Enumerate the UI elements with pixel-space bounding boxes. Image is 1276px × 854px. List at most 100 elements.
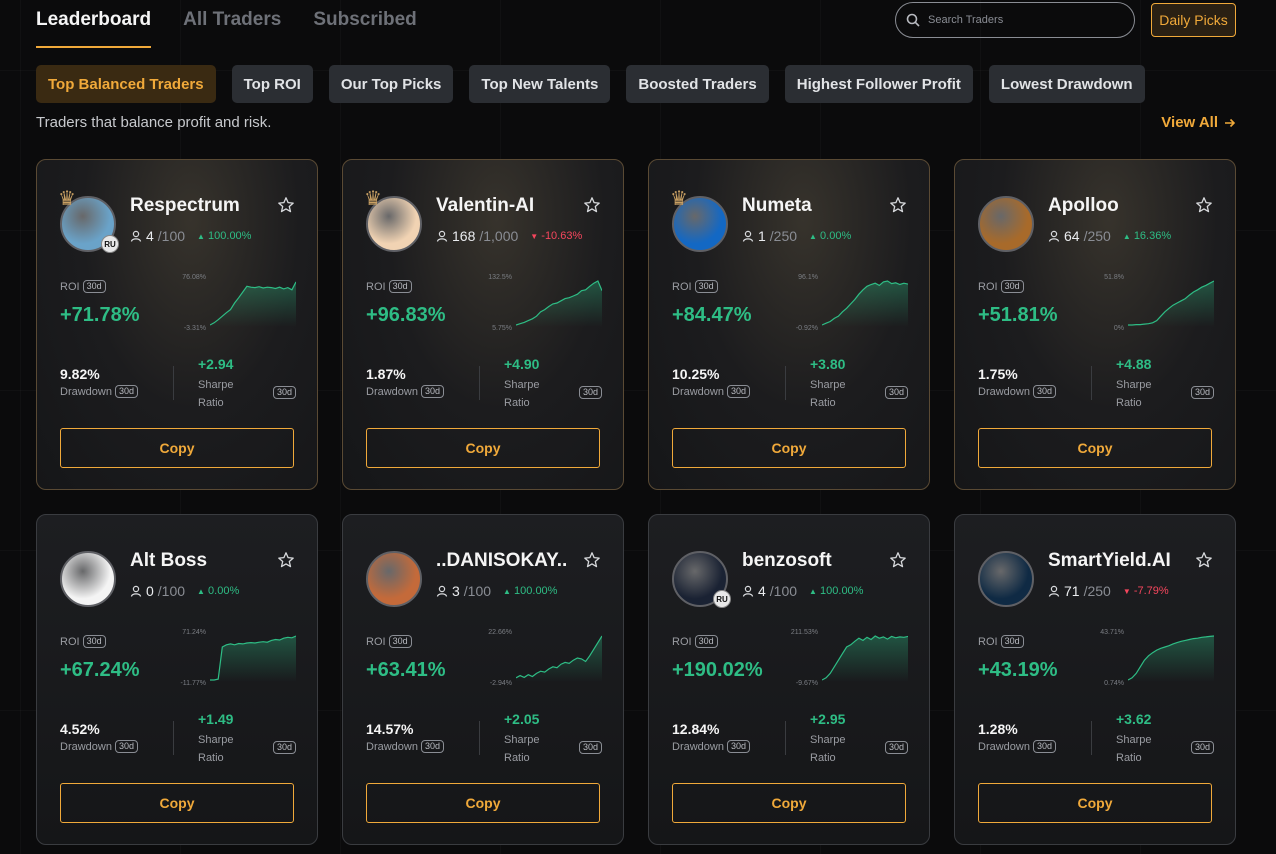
filter-highest-follower-profit[interactable]: Highest Follower Profit — [784, 65, 973, 103]
filter-boosted-traders[interactable]: Boosted Traders — [626, 65, 769, 103]
trader-name[interactable]: ..DANISOKAY.. — [436, 550, 568, 571]
filter-chips: Top Balanced Traders Top ROI Our Top Pic… — [36, 65, 1145, 103]
sharpe-label: Sharpe Ratio — [504, 379, 540, 409]
copy-button[interactable]: Copy — [672, 783, 906, 823]
star-icon[interactable] — [889, 196, 907, 214]
sparkline-area — [822, 281, 908, 327]
trader-card-2[interactable]: ♛ Numeta 1/250 ▲ 0.00% ROI 30d +84.47% 96… — [648, 159, 930, 490]
trader-card-1[interactable]: ♛ Valentin-AI 168/1,000 ▼ -10.63% ROI 30d… — [342, 159, 624, 490]
followers-count: 71 — [1064, 583, 1080, 599]
drawdown-label-text: Drawdown — [978, 385, 1030, 398]
avatar[interactable] — [978, 196, 1038, 256]
roi-sparkline: 51.8% 0% — [1090, 274, 1216, 332]
trader-name[interactable]: Numeta — [742, 195, 812, 216]
period-badge: 30d — [272, 741, 296, 754]
search-box[interactable] — [895, 2, 1135, 38]
trader-name[interactable]: benzosoft — [742, 550, 832, 571]
copy-button[interactable]: Copy — [366, 428, 600, 468]
star-icon[interactable] — [1195, 196, 1213, 214]
tab-leaderboard[interactable]: Leaderboard — [36, 0, 152, 48]
follower-info: 3/100 ▲ 100.00% — [436, 583, 557, 599]
divider — [479, 366, 480, 400]
copy-button[interactable]: Copy — [978, 428, 1212, 468]
sharpe-label: Sharpe Ratio — [810, 734, 846, 764]
copy-button[interactable]: Copy — [672, 428, 906, 468]
period-badge: 30d — [1190, 741, 1214, 754]
trader-card-0[interactable]: ♛ RU Respectrum 4/100 ▲ 100.00% ROI 30d +7… — [36, 159, 318, 490]
period-badge: 30d — [420, 740, 444, 753]
sharpe-value: +2.94 — [198, 356, 234, 372]
daily-picks-button[interactable]: Daily Picks — [1151, 3, 1236, 37]
numeta-logo — [672, 196, 728, 252]
filter-top-roi[interactable]: Top ROI — [231, 65, 313, 103]
sparkline-line — [822, 280, 908, 326]
sparkline-svg — [822, 635, 908, 682]
roi-label-text: ROI — [672, 280, 692, 293]
followers-count: 3 — [452, 583, 460, 599]
girl-avatar — [366, 196, 422, 252]
copy-button[interactable]: Copy — [366, 783, 600, 823]
trader-name[interactable]: Alt Boss — [130, 550, 208, 571]
star-icon[interactable] — [583, 196, 601, 214]
view-all-link[interactable]: View All — [1161, 114, 1236, 131]
tab-subscribed[interactable]: Subscribed — [313, 9, 417, 30]
star-icon[interactable] — [1195, 551, 1213, 569]
trader-card-4[interactable]: Alt Boss 0/100 ▲ 0.00% ROI 30d +67.24% 71… — [36, 514, 318, 845]
star-icon[interactable] — [277, 196, 295, 214]
follower-change: ▲ 0.00% — [197, 585, 239, 597]
period-badge: 30d — [420, 385, 444, 398]
stats-row: 12.84% Drawdown 30d +2.95 Sharpe Ratio 30… — [672, 711, 908, 767]
trader-name[interactable]: Respectrum — [130, 195, 240, 216]
trader-card-7[interactable]: SmartYield.AI 71/250 ▼ -7.79% ROI 30d +43… — [954, 514, 1236, 845]
avatar[interactable]: ♛ — [364, 188, 426, 256]
trader-name[interactable]: Apolloo — [1048, 195, 1119, 216]
sparkline-line — [516, 635, 602, 679]
avatar[interactable]: RU — [672, 551, 732, 611]
stats-row: 9.82% Drawdown 30d +2.94 Sharpe Ratio 30d — [60, 356, 296, 412]
search-input[interactable] — [928, 14, 1118, 26]
star-icon[interactable] — [583, 551, 601, 569]
star-icon[interactable] — [889, 551, 907, 569]
drawdown-value: 9.82% — [60, 366, 100, 382]
roi-label: ROI 30d — [366, 635, 412, 648]
roi-sparkline: 22.66% -2.94% — [478, 629, 604, 687]
sparkline-svg — [1128, 280, 1214, 327]
filter-lowest-drawdown[interactable]: Lowest Drawdown — [988, 65, 1145, 103]
trader-card-3[interactable]: Apolloo 64/250 ▲ 16.36% ROI 30d +51.81% 5… — [954, 159, 1236, 490]
followers-capacity: /100 — [157, 228, 186, 244]
trader-name[interactable]: Valentin-AI — [436, 195, 535, 216]
filter-top-new-talents[interactable]: Top New Talents — [469, 65, 611, 103]
user-icon — [1048, 230, 1060, 242]
copy-button[interactable]: Copy — [978, 783, 1212, 823]
copy-button[interactable]: Copy — [60, 783, 294, 823]
trader-name[interactable]: SmartYield.AI — [1048, 550, 1171, 571]
followers-count: 0 — [146, 583, 154, 599]
tab-all-traders[interactable]: All Traders — [183, 9, 282, 30]
avatar[interactable] — [978, 551, 1038, 611]
avatar[interactable]: ♛ — [670, 188, 732, 256]
search-icon — [906, 13, 920, 27]
trader-card-5[interactable]: ..DANISOKAY.. 3/100 ▲ 100.00% ROI 30d +63… — [342, 514, 624, 845]
sparkline-area — [516, 636, 602, 682]
period-badge: 30d — [884, 741, 908, 754]
copy-button[interactable]: Copy — [60, 428, 294, 468]
divider — [173, 366, 174, 400]
trader-card-6[interactable]: RU benzosoft 4/100 ▲ 100.00% ROI 30d +190… — [648, 514, 930, 845]
avatar[interactable]: ♛ RU — [58, 188, 120, 256]
roi-value: +190.02% — [672, 659, 763, 681]
star-icon[interactable] — [277, 551, 295, 569]
ru-badge: RU — [713, 590, 731, 608]
follower-info: 64/250 ▲ 16.36% — [1048, 228, 1171, 244]
sparkline-line — [210, 281, 296, 326]
roi-label: ROI 30d — [366, 280, 412, 293]
filter-top-balanced[interactable]: Top Balanced Traders — [36, 65, 216, 103]
sharpe-label: Sharpe Ratio — [1116, 734, 1152, 764]
avatar[interactable] — [366, 551, 426, 611]
avatar[interactable] — [60, 551, 120, 611]
period-badge: 30d — [578, 741, 602, 754]
filter-our-top-picks[interactable]: Our Top Picks — [328, 65, 454, 103]
follower-change-value: 100.00% — [514, 585, 558, 597]
ru-badge: RU — [101, 235, 119, 253]
trend-arrow-icon: ▲ — [809, 587, 817, 596]
drawdown-label-text: Drawdown — [366, 385, 418, 398]
